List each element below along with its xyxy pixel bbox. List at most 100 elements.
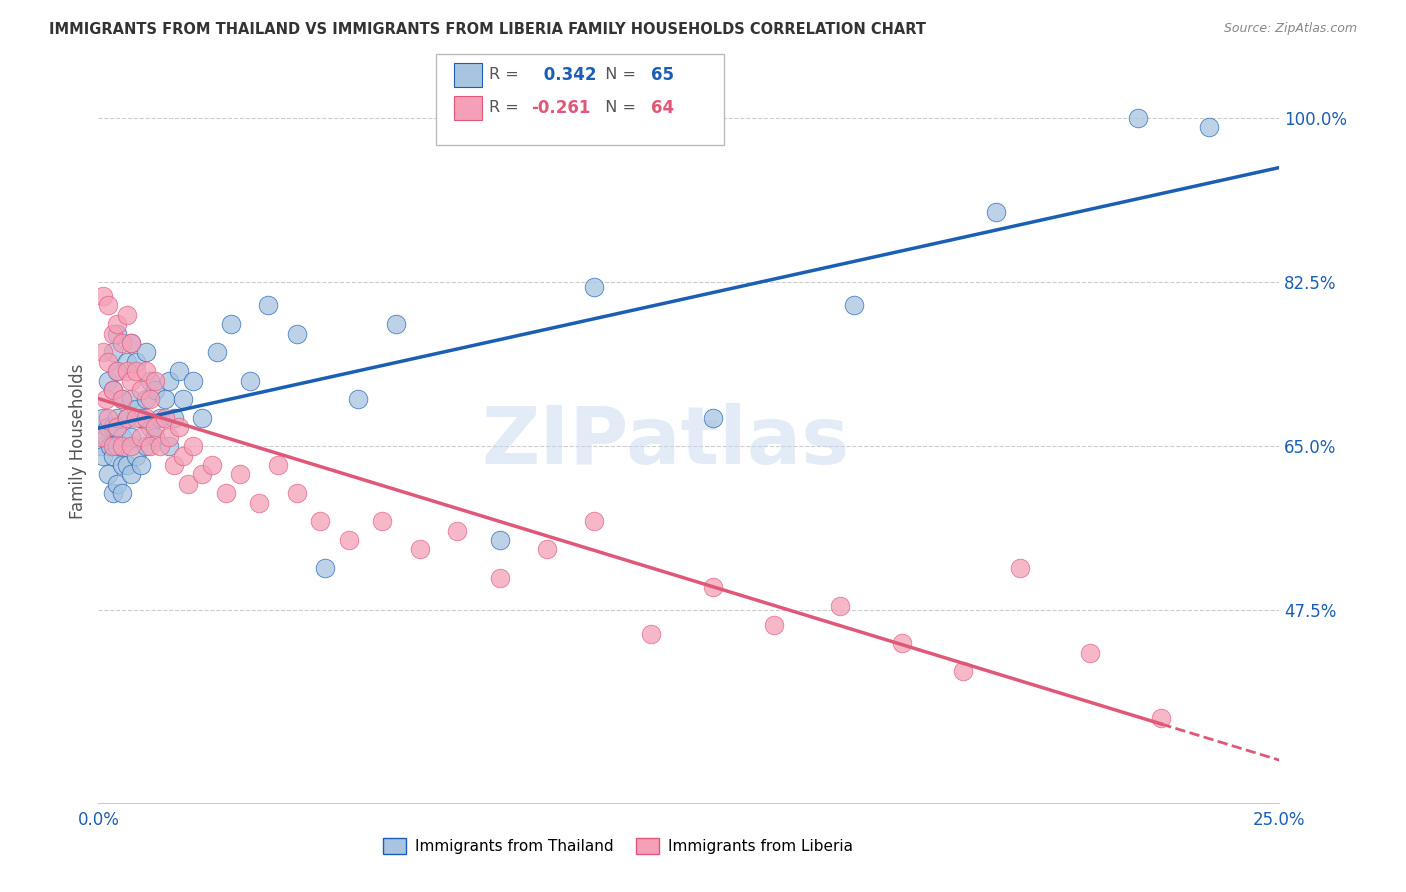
Text: IMMIGRANTS FROM THAILAND VS IMMIGRANTS FROM LIBERIA FAMILY HOUSEHOLDS CORRELATIO: IMMIGRANTS FROM THAILAND VS IMMIGRANTS F… [49,22,927,37]
Point [371,514,394,528]
Point [157,439,180,453]
Point [97,355,120,369]
Point [129,458,152,472]
Point [285,326,308,341]
Point [191,467,214,482]
Point [111,392,134,407]
Point [115,411,138,425]
Point [105,318,128,332]
Point [219,318,242,332]
Point [153,411,176,425]
Point [115,411,138,425]
Point [1080,646,1102,660]
Point [97,420,120,434]
Point [257,298,280,312]
Point [181,439,204,453]
Point [105,326,128,341]
Point [139,420,162,434]
Point [121,430,143,444]
Point [91,289,114,303]
Point [347,392,370,407]
Point [640,627,662,641]
Point [201,458,224,472]
Point [135,411,157,425]
Point [129,383,152,397]
Point [167,420,190,434]
Point [115,355,138,369]
Text: R =: R = [489,68,524,82]
Point [139,439,162,453]
Point [97,374,120,388]
Point [1126,111,1149,125]
Point [125,401,148,416]
Point [153,392,176,407]
Point [97,411,120,425]
Text: N =: N = [595,68,641,82]
Point [157,430,180,444]
Point [177,476,200,491]
Point [101,345,124,359]
Point [115,458,138,472]
Point [285,486,308,500]
Point [583,514,606,528]
Point [91,345,114,359]
Point [135,345,157,359]
Point [121,392,143,407]
Point [111,430,134,444]
Point [229,467,252,482]
Point [215,486,238,500]
Point [830,599,852,613]
Point [163,458,186,472]
Point [702,411,724,425]
Point [181,374,204,388]
Point [844,298,866,312]
Point [121,336,143,351]
Point [94,430,117,444]
Legend: Immigrants from Thailand, Immigrants from Liberia: Immigrants from Thailand, Immigrants fro… [377,832,859,860]
Text: 65: 65 [651,66,673,84]
Point [90,439,112,453]
Point [129,430,152,444]
Point [101,486,124,500]
Point [1150,711,1173,725]
Point [536,542,558,557]
Point [167,364,190,378]
Text: Source: ZipAtlas.com: Source: ZipAtlas.com [1223,22,1357,36]
Point [125,411,148,425]
Y-axis label: Family Households: Family Households [69,364,87,519]
Point [143,420,166,434]
Point [105,476,128,491]
Point [157,374,180,388]
Point [314,561,336,575]
Point [149,439,172,453]
Point [143,374,166,388]
Point [952,665,974,679]
Point [105,364,128,378]
Point [125,449,148,463]
Point [115,364,138,378]
Point [91,411,114,425]
Point [105,364,128,378]
Point [337,533,360,547]
Point [111,392,134,407]
Point [101,383,124,397]
Point [239,374,262,388]
Point [191,411,214,425]
Point [489,533,512,547]
Point [101,449,124,463]
Point [115,308,138,322]
Point [129,411,152,425]
Point [489,571,512,585]
Point [890,636,912,650]
Point [101,326,124,341]
Point [247,495,270,509]
Point [97,298,120,312]
Point [94,392,117,407]
Point [267,458,290,472]
Text: 0.342: 0.342 [538,66,598,84]
Point [143,383,166,397]
Point [762,617,785,632]
Text: 64: 64 [651,99,673,117]
Point [98,439,121,453]
Point [105,439,128,453]
